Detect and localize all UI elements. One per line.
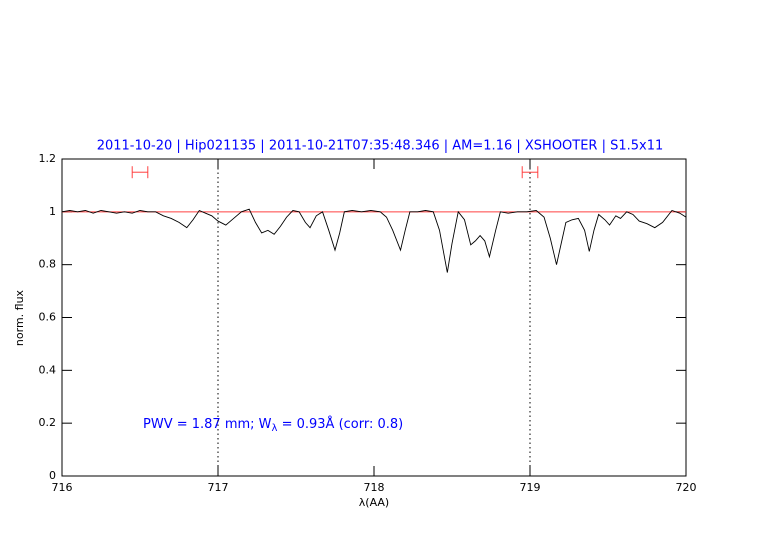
x-tick-label: 716 — [52, 481, 73, 494]
x-tick-label: 720 — [676, 481, 697, 494]
x-tick-label: 719 — [520, 481, 541, 494]
y-tick-label: 1.2 — [39, 152, 57, 165]
x-axis-label: λ(AA) — [359, 496, 389, 509]
y-tick-label: 0.6 — [39, 311, 57, 324]
annotation: PWV = 1.87 mm; Wλ = 0.93Å (corr: 0.8) — [143, 416, 403, 435]
x-tick-label: 717 — [208, 481, 229, 494]
y-axis-label: norm. flux — [13, 289, 26, 346]
y-tick-label: 0 — [49, 469, 56, 482]
y-tick-label: 1 — [49, 205, 56, 218]
chart-title: 2011-10-20 | Hip021135 | 2011-10-21T07:3… — [97, 139, 664, 154]
annotation-part: = 0.93Å (corr: 0.8) — [277, 416, 403, 432]
y-tick-label: 0.8 — [39, 258, 57, 271]
annotation-part: PWV = 1.87 mm; W — [143, 417, 272, 432]
y-tick-label: 0.4 — [39, 363, 57, 376]
y-tick-label: 0.2 — [39, 416, 57, 429]
spectrum-line — [61, 208, 687, 273]
annotation-sub: λ — [272, 423, 278, 434]
x-tick-label: 718 — [364, 481, 385, 494]
